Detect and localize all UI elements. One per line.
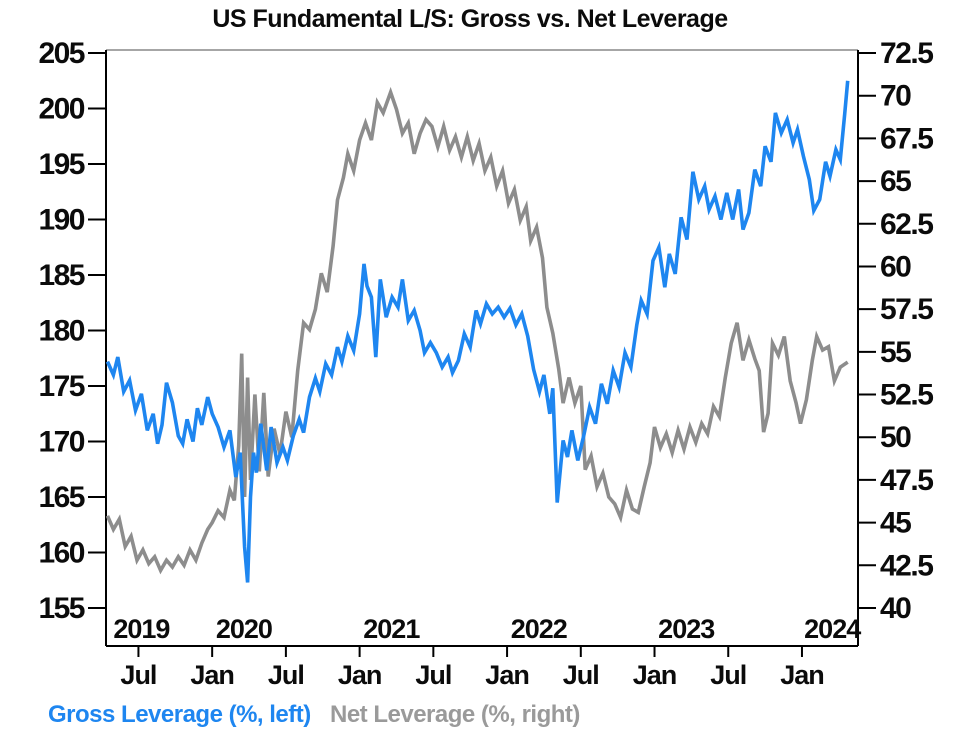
left-axis: 205 200 195 190 185 180 175 170 165 160 155: [38, 37, 106, 625]
x-axis-month-label: Jan: [633, 660, 677, 690]
left-axis-tick-label: 180: [38, 315, 84, 348]
right-axis-tick-label: 42.5: [880, 549, 933, 582]
right-axis-tick-label: 65: [880, 165, 911, 198]
right-axis-tick-label: 57.5: [880, 293, 933, 326]
gross-leverage-line: [105, 80, 850, 583]
left-axis-tick-label: 160: [38, 537, 84, 570]
left-axis-tick-label: 155: [38, 592, 84, 625]
x-axis-month-label: Jul: [120, 660, 156, 690]
net-leverage-line: [105, 86, 849, 575]
x-axis-month-label: Jul: [710, 660, 746, 690]
left-axis-tick-label: 200: [38, 93, 84, 126]
left-axis-tick-label: 195: [38, 148, 84, 181]
chart-title: US Fundamental L/S: Gross vs. Net Levera…: [212, 5, 728, 33]
right-axis-tick-label: 50: [880, 421, 911, 454]
right-axis: 72.5 70 67.5 65 62.5 60 57.5 55 52.5 50 47.5 45 42.5…: [858, 37, 935, 625]
left-axis-tick-label: 205: [38, 37, 84, 70]
series-lines: [105, 80, 850, 583]
x-axis-month-label: Jan: [780, 660, 824, 690]
left-axis-tick-label: 190: [38, 204, 84, 237]
legend-net-leverage-label: Net Leverage (%, right): [330, 701, 580, 728]
x-axis-year-label: 2023: [658, 614, 715, 644]
plot-frame: [105, 49, 859, 647]
legend-gross-leverage-label: Gross Leverage (%, left): [48, 701, 311, 728]
x-axis: Jul Jan Jul Jan Jul Jan Jul Jan Jul Jan 2019 2020 20…: [113, 614, 862, 690]
left-axis-tick-label: 185: [38, 259, 84, 292]
right-axis-tick-label: 55: [880, 336, 911, 369]
right-axis-tick-label: 45: [880, 507, 911, 540]
x-axis-year-label: 2019: [113, 614, 170, 644]
left-axis-tick-label: 170: [38, 426, 84, 459]
right-axis-tick-label: 70: [880, 80, 911, 113]
x-axis-month-label: Jul: [268, 660, 304, 690]
x-axis-month-label: Jul: [415, 660, 451, 690]
right-axis-tick-label: 40: [880, 592, 911, 625]
right-axis-tick-label: 52.5: [880, 379, 933, 412]
right-axis-tick-label: 60: [880, 250, 911, 283]
left-axis-tick-label: 175: [38, 370, 84, 403]
x-axis-year-label: 2020: [216, 614, 272, 644]
right-axis-tick-label: 72.5: [880, 37, 933, 70]
right-axis-tick-label: 47.5: [880, 464, 933, 497]
x-axis-month-label: Jul: [563, 660, 599, 690]
x-axis-month-label: Jan: [338, 660, 382, 690]
x-axis-year-label: 2022: [511, 614, 567, 644]
x-axis-year-label: 2021: [363, 614, 420, 644]
left-axis-tick-label: 165: [38, 481, 84, 514]
right-axis-tick-label: 67.5: [880, 122, 933, 155]
x-axis-month-label: Jan: [485, 660, 529, 690]
right-axis-tick-label: 62.5: [880, 208, 933, 241]
x-axis-year-label: 2024: [804, 614, 861, 644]
x-axis-month-label: Jan: [190, 660, 234, 690]
